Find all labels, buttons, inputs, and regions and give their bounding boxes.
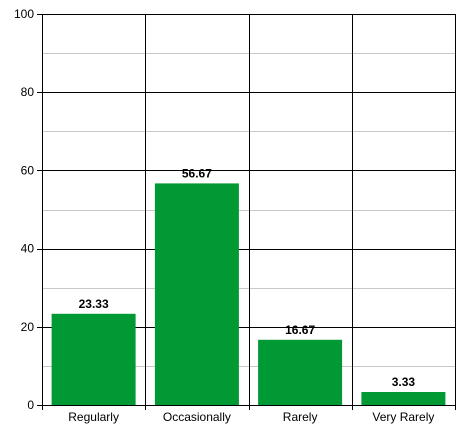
x-category-label: Occasionally [163, 410, 231, 424]
data-label: 56.67 [182, 166, 212, 180]
axes [37, 14, 456, 410]
data-labels: 23.33 56.67 16.67 3.33 [79, 166, 416, 389]
data-label: 3.33 [392, 375, 416, 389]
x-category-labels: Regularly Occasionally Rarely Very Rarely [68, 410, 434, 424]
y-tick-label: 0 [27, 398, 34, 412]
y-tick-label: 100 [14, 7, 34, 21]
y-tick-label: 40 [21, 242, 35, 256]
data-label: 23.33 [79, 297, 109, 311]
bar-rarely [258, 339, 343, 405]
x-category-label: Regularly [68, 410, 119, 424]
y-tick-labels: 0 20 40 60 80 100 [14, 7, 34, 412]
y-tick-label: 80 [21, 85, 35, 99]
x-category-label: Rarely [283, 410, 318, 424]
x-category-label: Very Rarely [372, 410, 434, 424]
y-tick-label: 20 [21, 320, 35, 334]
data-label: 16.67 [285, 323, 315, 337]
bar-regularly [51, 313, 136, 405]
bar-occasionally [154, 183, 239, 405]
bars [51, 183, 446, 405]
bar-very-rarely [361, 392, 446, 405]
y-tick-label: 60 [21, 163, 35, 177]
